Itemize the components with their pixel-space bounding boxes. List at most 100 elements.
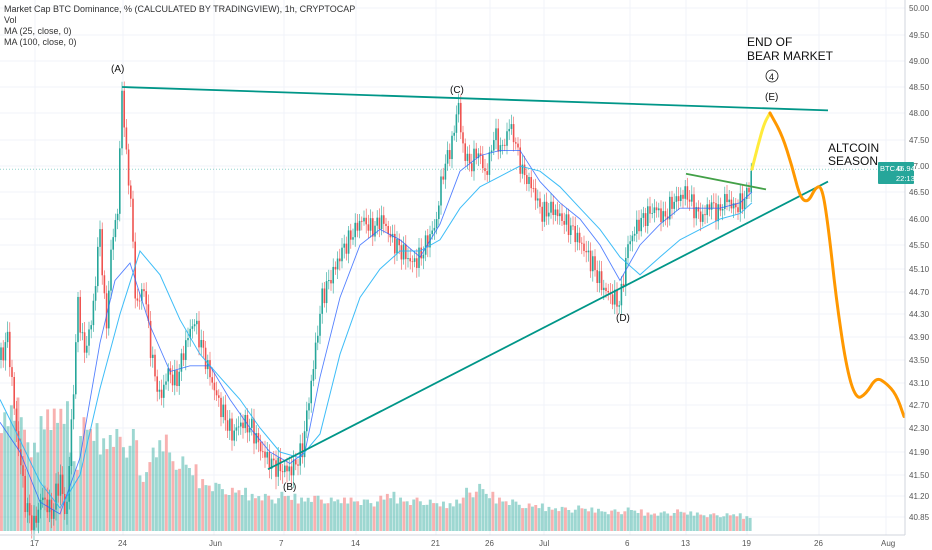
candle-body [297,464,299,466]
candle-body [171,374,174,386]
volume-bar [474,491,478,531]
candle-body [710,202,713,210]
time-axis-tick: 24 [118,539,127,548]
volume-bar [108,435,112,531]
volume-bar [270,499,274,531]
candle-body [405,244,407,260]
candle-body [444,163,447,180]
candle-body [224,404,227,421]
candle-body [493,140,495,151]
candle-body [688,199,691,202]
candle-body [640,217,642,232]
candle-body [176,370,178,387]
legend-vol[interactable]: Vol [4,15,17,25]
candle-body [167,368,169,382]
candle-body [620,283,623,306]
volume-bar [336,499,340,531]
candle-body [460,102,462,133]
candle-body [248,427,251,433]
wave-4-circle-icon [765,69,779,83]
candle-body [539,198,541,207]
candle-body [596,270,598,283]
candle-body [449,150,451,160]
volume-bar [362,499,366,531]
candle-body [277,457,279,477]
volume-bar [16,397,20,531]
legend-ma100[interactable]: MA (100, close, 0) [4,37,77,47]
candle-body [273,458,275,461]
volume-bar [131,429,135,531]
candle-body [633,233,636,236]
volume-bar [42,429,46,531]
candle-body [578,232,581,243]
time-axis-tick: 7 [279,539,284,548]
volume-bar [728,515,732,531]
volume-bar [626,507,630,531]
candle-body [651,213,653,214]
candle-body [732,203,735,209]
volume-bar [428,499,432,531]
candle-body [68,466,70,502]
candle-body [427,235,429,248]
volume-bar [676,509,679,531]
legend-ma25[interactable]: MA (25, close, 0) [4,26,72,36]
volume-bar [719,517,722,531]
volume-bar [296,503,300,531]
candle-body [517,143,519,148]
price-axis[interactable]: 50.00 49.50 49.00 48.50 48.00 47.50 47.00 46.50… [904,0,930,535]
candle-body [581,242,583,244]
candle-body [288,466,290,472]
candle-body [143,289,145,292]
price-axis-tick: 48.50 [909,83,930,92]
candle-body [367,224,370,231]
volume-bar [630,510,633,531]
candle-body [411,261,414,263]
candle-body [97,246,99,287]
volume-bar [128,445,132,531]
candle-body [673,201,675,209]
candle-body [440,176,442,206]
candle-body [629,241,631,245]
candle-body [220,397,222,418]
volume-bar [478,483,482,531]
candle-body [499,145,502,152]
candle-body [424,235,427,255]
candle-body [218,395,220,398]
candle-body [662,211,664,223]
candle-body [383,215,385,224]
price-axis-tick: 50.00 [909,4,930,13]
volume-bar [722,516,726,531]
candle-body [178,371,180,387]
volume-bar [204,485,208,531]
legend-title[interactable]: Market Cap BTC Dominance, % (CALCULATED … [4,4,356,14]
candle-body [653,207,656,214]
candle-body [6,331,9,343]
candle-body [442,176,444,180]
wave-label-C: (C) [450,85,464,96]
candle-body [112,237,114,250]
wave-4-label: 4 [769,72,774,82]
volume-bar [415,497,419,531]
time-axis[interactable]: 17 24 Jun 7 14 21 26 Jul 6 13 19 26 Aug [0,534,905,548]
volume-bar [237,490,241,531]
candle-body [376,217,378,226]
candle-body [347,230,350,254]
volume-bar [36,452,40,531]
candle-body [471,163,473,172]
candle-body [31,515,33,530]
volume-bar [191,475,195,531]
volume-bar [524,508,528,531]
candle-body [59,474,62,496]
candle-body [75,342,77,395]
candle-body [486,171,488,175]
candle-body [407,258,409,260]
candle-body [680,194,682,202]
candle-body [660,208,662,223]
candle-body [537,198,539,201]
candle-body [508,128,510,132]
volume-bar [725,513,729,531]
volume-bar [705,517,709,531]
volume-bar [329,497,333,531]
candle-body [141,289,143,301]
